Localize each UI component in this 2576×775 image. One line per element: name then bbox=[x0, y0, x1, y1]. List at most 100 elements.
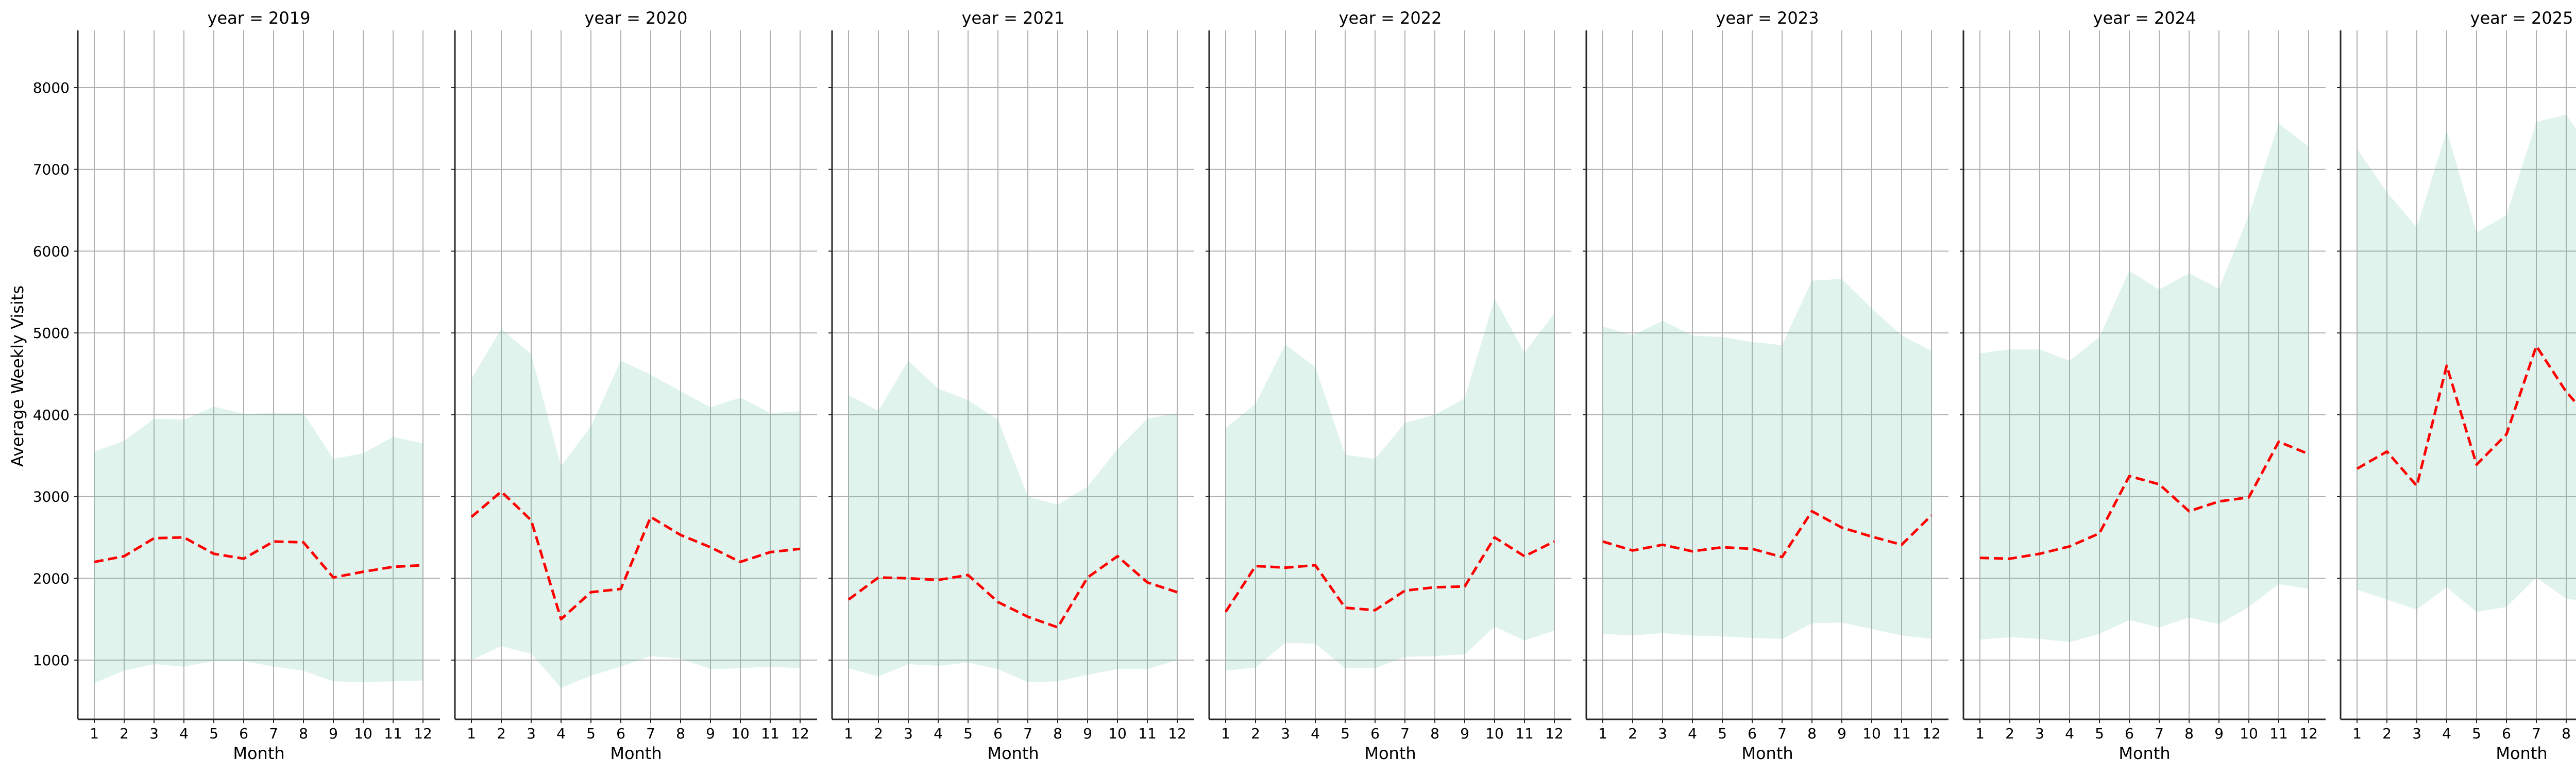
x-tick-label: 2 bbox=[2382, 725, 2392, 742]
x-tick-label: 12 bbox=[1545, 725, 1564, 742]
x-tick-label: 8 bbox=[1430, 725, 1439, 742]
x-tick-label: 7 bbox=[646, 725, 655, 742]
x-tick-label: 5 bbox=[586, 725, 596, 742]
x-tick-label: 11 bbox=[384, 725, 402, 742]
x-tick-label: 7 bbox=[2532, 725, 2541, 742]
y-tick-label: 4000 bbox=[33, 407, 70, 424]
x-tick-label: 3 bbox=[2412, 725, 2421, 742]
x-tick-label: 4 bbox=[2442, 725, 2451, 742]
x-tick-label: 8 bbox=[1053, 725, 1062, 742]
percentile-band bbox=[849, 361, 1177, 682]
x-tick-label: 3 bbox=[149, 725, 159, 742]
x-tick-label: 1 bbox=[90, 725, 99, 742]
x-tick-label: 10 bbox=[354, 725, 372, 742]
x-tick-label: 2 bbox=[497, 725, 506, 742]
x-tick-label: 6 bbox=[993, 725, 1003, 742]
x-tick-label: 12 bbox=[791, 725, 809, 742]
x-tick-label: 11 bbox=[1515, 725, 1534, 742]
x-tick-label: 9 bbox=[706, 725, 715, 742]
facet-panel-2019: 1 2 3 4 5 6 7 8 9 10 11 121000200030004000500060007… bbox=[33, 8, 440, 763]
x-tick-label: 10 bbox=[1862, 725, 1881, 742]
x-tick-label: 10 bbox=[2240, 725, 2258, 742]
x-tick-label: 2 bbox=[2005, 725, 2014, 742]
x-tick-label: 6 bbox=[1370, 725, 1380, 742]
x-tick-label: 9 bbox=[1460, 725, 1469, 742]
x-tick-label: 9 bbox=[329, 725, 338, 742]
y-axis-label: Average Weekly Visits bbox=[8, 285, 27, 467]
facet-title: year = 2022 bbox=[1339, 8, 1442, 28]
x-tick-label: 6 bbox=[2125, 725, 2134, 742]
x-axis-label: Month bbox=[987, 744, 1039, 763]
median-line bbox=[1602, 510, 1933, 559]
y-tick-label: 2000 bbox=[33, 570, 70, 587]
y-tick-label: 8000 bbox=[33, 79, 70, 96]
facet-title: year = 2019 bbox=[208, 8, 311, 28]
facet-title: year = 2020 bbox=[585, 8, 688, 28]
x-tick-label: 3 bbox=[1281, 725, 1290, 742]
y-tick-label: 5000 bbox=[33, 325, 70, 342]
y-tick-label: 6000 bbox=[33, 243, 70, 260]
x-tick-label: 7 bbox=[2155, 725, 2164, 742]
x-tick-label: 1 bbox=[844, 725, 853, 742]
x-tick-label: 6 bbox=[2502, 725, 2511, 742]
x-tick-label: 4 bbox=[934, 725, 943, 742]
x-tick-label: 2 bbox=[120, 725, 129, 742]
x-axis-label: Month bbox=[610, 744, 662, 763]
x-tick-label: 8 bbox=[2562, 725, 2571, 742]
x-tick-label: 12 bbox=[2299, 725, 2318, 742]
x-tick-label: 7 bbox=[1400, 725, 1410, 742]
x-tick-label: 7 bbox=[1023, 725, 1032, 742]
x-tick-label: 8 bbox=[2184, 725, 2194, 742]
x-tick-label: 4 bbox=[179, 725, 189, 742]
x-tick-label: 10 bbox=[1485, 725, 1504, 742]
x-tick-label: 7 bbox=[1777, 725, 1787, 742]
x-tick-label: 12 bbox=[414, 725, 432, 742]
x-tick-label: 2 bbox=[1628, 725, 1637, 742]
x-tick-label: 10 bbox=[1108, 725, 1127, 742]
x-axis-label: Month bbox=[233, 744, 284, 763]
percentile-band bbox=[1226, 298, 1554, 671]
facet-title: year = 2021 bbox=[962, 8, 1065, 28]
x-tick-label: 8 bbox=[299, 725, 308, 742]
x-tick-label: 1 bbox=[1598, 725, 1607, 742]
x-tick-label: 5 bbox=[1341, 725, 1350, 742]
x-tick-label: 6 bbox=[1748, 725, 1757, 742]
x-tick-label: 12 bbox=[1168, 725, 1187, 742]
x-tick-label: 12 bbox=[1922, 725, 1941, 742]
x-tick-label: 6 bbox=[239, 725, 248, 742]
x-tick-label: 4 bbox=[1688, 725, 1697, 742]
facet-title: year = 2024 bbox=[2093, 8, 2196, 28]
x-tick-label: 11 bbox=[1138, 725, 1157, 742]
x-tick-label: 7 bbox=[269, 725, 278, 742]
x-tick-label: 1 bbox=[1975, 725, 1985, 742]
percentile-band bbox=[2357, 114, 2576, 612]
x-tick-label: 3 bbox=[2035, 725, 2044, 742]
x-tick-label: 11 bbox=[761, 725, 779, 742]
x-tick-label: 11 bbox=[2269, 725, 2288, 742]
median-line bbox=[94, 536, 423, 579]
x-tick-label: 9 bbox=[1837, 725, 1846, 742]
x-tick-label: 4 bbox=[1311, 725, 1320, 742]
x-tick-label: 8 bbox=[1807, 725, 1817, 742]
x-tick-label: 6 bbox=[616, 725, 625, 742]
facet-panels: 1 2 3 4 5 6 7 8 9 10 11 121000200030004000500060007… bbox=[33, 8, 2576, 763]
x-tick-label: 2 bbox=[874, 725, 883, 742]
x-tick-label: 1 bbox=[1221, 725, 1230, 742]
x-tick-label: 3 bbox=[1658, 725, 1667, 742]
x-tick-label: 9 bbox=[1083, 725, 1092, 742]
median-line bbox=[470, 490, 801, 621]
x-tick-label: 10 bbox=[731, 725, 750, 742]
x-axis-label: Month bbox=[1364, 744, 1416, 763]
x-tick-label: 1 bbox=[2352, 725, 2362, 742]
x-tick-label: 1 bbox=[467, 725, 476, 742]
median-line bbox=[848, 554, 1178, 629]
x-tick-label: 5 bbox=[963, 725, 973, 742]
percentile-band bbox=[471, 329, 800, 688]
x-tick-label: 5 bbox=[2472, 725, 2481, 742]
median-line bbox=[2356, 345, 2576, 487]
x-tick-label: 3 bbox=[904, 725, 913, 742]
